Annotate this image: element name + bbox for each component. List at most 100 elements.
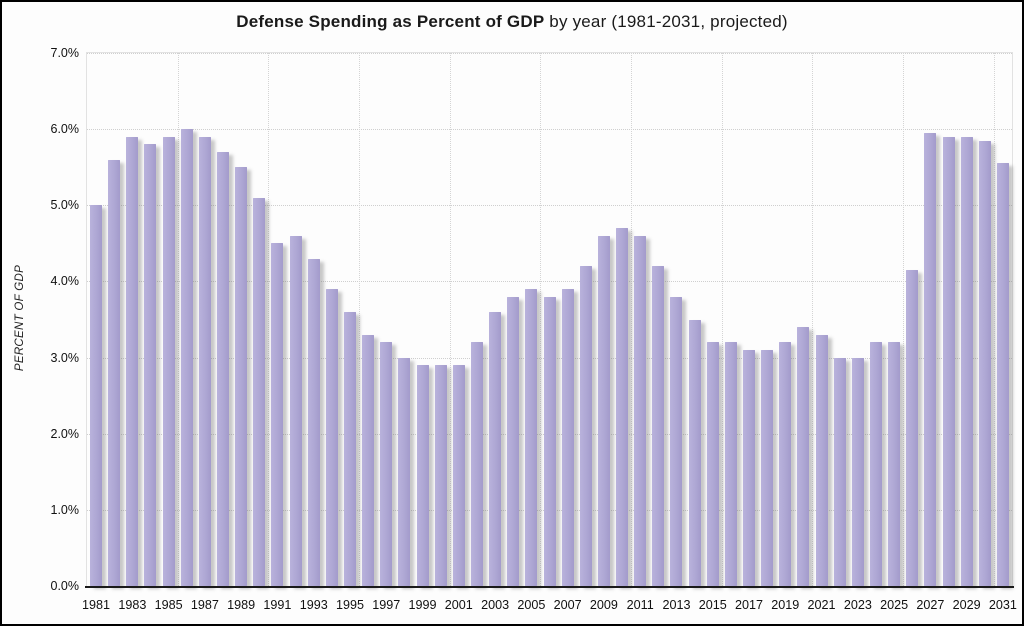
bar-2002 — [470, 342, 483, 586]
bar-1998 — [398, 357, 411, 586]
bar-2020 — [797, 327, 810, 586]
bar-1985 — [162, 136, 175, 586]
x-tick-label: 2013 — [662, 598, 691, 612]
v-gridline — [359, 53, 361, 586]
x-tick-label: 1997 — [372, 598, 401, 612]
bar-1991 — [271, 243, 284, 586]
bar-2031 — [996, 163, 1009, 586]
bar-2016 — [724, 342, 737, 586]
bar-2007 — [561, 289, 574, 586]
v-gridline — [540, 53, 542, 586]
bar-2011 — [634, 235, 647, 586]
x-tick-label: 1989 — [227, 598, 256, 612]
bar-1990 — [253, 197, 266, 586]
y-tick-label: 3.0% — [50, 350, 80, 365]
x-tick-label: 1981 — [82, 598, 111, 612]
bar-2000 — [434, 365, 447, 586]
x-tick-label: 2009 — [589, 598, 618, 612]
bar-1993 — [307, 258, 320, 586]
bar-1999 — [416, 365, 429, 586]
bar-1987 — [198, 136, 211, 586]
y-tick-label: 1.0% — [50, 502, 80, 517]
x-tick-label: 1987 — [190, 598, 219, 612]
bar-1989 — [235, 167, 248, 586]
x-tick-label: 1999 — [408, 598, 437, 612]
x-tick-label: 2001 — [444, 598, 473, 612]
x-tick-label: 2029 — [952, 598, 981, 612]
v-gridline — [993, 53, 995, 586]
x-tick-label: 1991 — [263, 598, 292, 612]
bar-2029 — [960, 136, 973, 586]
bar-2012 — [652, 266, 665, 586]
y-tick-label: 5.0% — [50, 198, 80, 213]
v-gridline — [631, 53, 633, 586]
bar-2005 — [525, 289, 538, 586]
bar-1981 — [90, 205, 103, 586]
bar-1994 — [325, 289, 338, 586]
y-tick-label: 4.0% — [50, 274, 80, 289]
bar-2025 — [888, 342, 901, 586]
bar-2027 — [924, 132, 937, 586]
chart-title-bold: Defense Spending as Percent of GDP — [236, 12, 545, 31]
x-tick-label: 1993 — [299, 598, 328, 612]
v-gridline — [903, 53, 905, 586]
x-tick-label: 2017 — [734, 598, 764, 612]
bar-1988 — [217, 151, 230, 586]
bar-2015 — [706, 342, 719, 586]
x-tick-label: 2003 — [481, 598, 510, 612]
x-tick-label: 2015 — [698, 598, 727, 612]
y-tick-label: 0.0% — [50, 579, 80, 593]
x-tick-label: 2021 — [807, 598, 836, 612]
bar-2010 — [616, 228, 629, 586]
y-tick-label: 7.0% — [50, 46, 80, 60]
bar-1997 — [380, 342, 393, 586]
y-tick-label: 2.0% — [50, 426, 80, 441]
bar-2006 — [543, 296, 556, 586]
bar-2024 — [869, 342, 882, 586]
bar-2004 — [507, 296, 520, 586]
bar-2008 — [579, 266, 592, 586]
bar-2009 — [597, 235, 610, 586]
v-gridline — [268, 53, 270, 586]
bar-2023 — [851, 357, 864, 586]
x-tick-label: 2019 — [771, 598, 800, 612]
x-tick-label: 2027 — [916, 598, 945, 612]
x-axis-line — [85, 586, 1014, 588]
bar-1983 — [126, 136, 139, 586]
x-tick-label: 1985 — [154, 598, 183, 612]
bar-2030 — [978, 140, 991, 586]
bar-2028 — [942, 136, 955, 586]
x-tick-label: 2031 — [988, 598, 1017, 612]
bar-1996 — [362, 334, 375, 586]
x-tick-label: 2005 — [517, 598, 546, 612]
bar-2026 — [906, 270, 919, 586]
x-tick-label: 2025 — [880, 598, 909, 612]
x-tick-label: 2023 — [843, 598, 872, 612]
bar-2021 — [815, 334, 828, 586]
plot-area-border — [86, 52, 1013, 586]
y-axis-title: PERCENT OF GDP — [14, 264, 26, 372]
y-tick-label: 6.0% — [50, 122, 80, 137]
h-gridline — [87, 205, 1012, 207]
v-gridline — [449, 53, 451, 586]
bar-2018 — [761, 349, 774, 586]
bar-1984 — [144, 144, 157, 586]
bar-1986 — [180, 129, 193, 586]
x-tick-label: 1983 — [118, 598, 147, 612]
x-tick-label: 2011 — [626, 598, 654, 612]
bar-2003 — [489, 311, 502, 586]
v-gridline — [721, 53, 723, 586]
bar-1995 — [343, 311, 356, 586]
x-tick-label: 1995 — [335, 598, 364, 612]
v-gridline — [177, 53, 179, 586]
bar-2019 — [779, 342, 792, 586]
bar-2022 — [833, 357, 846, 586]
bar-2017 — [743, 349, 755, 586]
bar-2014 — [688, 319, 701, 586]
x-tick-label: 2007 — [553, 598, 582, 612]
bar-2001 — [452, 365, 465, 586]
h-gridline — [87, 281, 1012, 283]
h-gridline — [87, 129, 1012, 131]
bar-1992 — [289, 235, 302, 586]
